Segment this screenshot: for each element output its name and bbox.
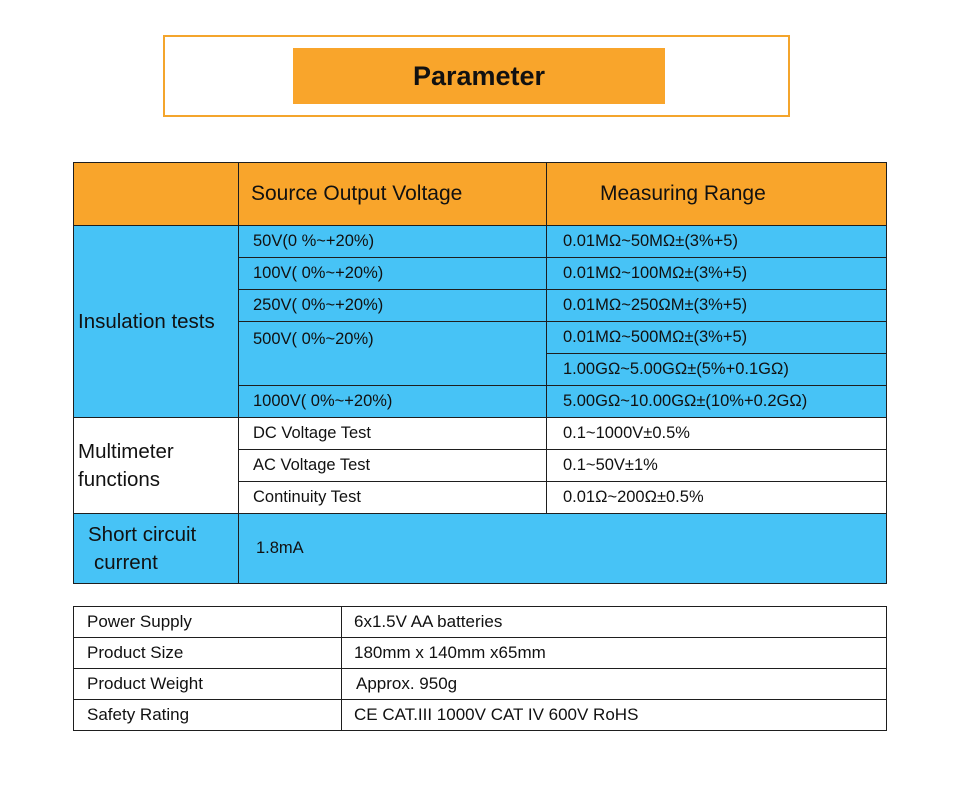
header-empty-cell bbox=[73, 162, 239, 226]
range-cell: 0.1~1000V±0.5% bbox=[546, 417, 887, 450]
range-cell: 5.00GΩ~10.00GΩ±(10%+0.2GΩ) bbox=[546, 385, 887, 418]
spec-row: Product Size 180mm x 140mm x65mm bbox=[73, 637, 887, 669]
test-cell: AC Voltage Test bbox=[238, 449, 547, 482]
spec-value: Approx. 950g bbox=[341, 668, 887, 700]
range-cell: 0.01Ω~200Ω±0.5% bbox=[546, 481, 887, 514]
multimeter-label-line1: Multimeter bbox=[78, 439, 174, 463]
header-source-output-voltage: Source Output Voltage bbox=[238, 162, 547, 226]
header-measuring-range: Measuring Range bbox=[546, 162, 887, 226]
short-circuit-current-label: Short circuit current bbox=[73, 513, 239, 584]
spec-label: Safety Rating bbox=[73, 699, 342, 731]
range-cell: 0.01MΩ~250ΩM±(3%+5) bbox=[546, 289, 887, 322]
multimeter-functions-label: Multimeter functions bbox=[73, 417, 239, 514]
spec-label: Product Size bbox=[73, 637, 342, 669]
page-title: Parameter bbox=[412, 60, 546, 91]
voltage-cell: 500V( 0%~20%) bbox=[238, 321, 547, 386]
spec-label: Power Supply bbox=[73, 606, 342, 638]
table-row: Insulation tests 50V(0 %~+20%) 0.01MΩ~50… bbox=[73, 225, 887, 418]
table-row: Multimeter functions DC Voltage Test 0.1… bbox=[73, 417, 887, 514]
voltage-cell: 250V( 0%~+20%) bbox=[238, 289, 547, 322]
test-cell: Continuity Test bbox=[238, 481, 547, 514]
spec-value: CE CAT.III 1000V CAT IV 600V RoHS bbox=[341, 699, 887, 731]
spec-row: Safety Rating CE CAT.III 1000V CAT IV 60… bbox=[73, 699, 887, 731]
spec-row: Product Weight Approx. 950g bbox=[73, 668, 887, 700]
table-row: Short circuit current 1.8mA bbox=[73, 513, 887, 584]
parameter-table: Source Output Voltage Measuring Range In… bbox=[73, 162, 887, 584]
title-banner: Parameter bbox=[293, 48, 665, 104]
insulation-tests-label: Insulation tests bbox=[73, 225, 239, 418]
spec-row: Power Supply 6x1.5V AA batteries bbox=[73, 606, 887, 638]
voltage-cell: 50V(0 %~+20%) bbox=[238, 225, 547, 258]
spec-label: Product Weight bbox=[73, 668, 342, 700]
voltage-cell: 100V( 0%~+20%) bbox=[238, 257, 547, 290]
short-circuit-value: 1.8mA bbox=[238, 513, 887, 584]
spec-table: Power Supply 6x1.5V AA batteries Product… bbox=[73, 606, 887, 731]
range-cell: 0.01MΩ~50MΩ±(3%+5) bbox=[546, 225, 887, 258]
test-cell: DC Voltage Test bbox=[238, 417, 547, 450]
short-circuit-label-line2: current bbox=[94, 550, 158, 574]
short-circuit-label-line1: Short circuit bbox=[88, 522, 197, 546]
range-cell: 0.01MΩ~100MΩ±(3%+5) bbox=[546, 257, 887, 290]
title-frame bbox=[163, 35, 790, 117]
multimeter-label-line2: functions bbox=[78, 467, 161, 491]
voltage-cell: 1000V( 0%~+20%) bbox=[238, 385, 547, 418]
range-cell: 0.1~50V±1% bbox=[546, 449, 887, 482]
spec-value: 180mm x 140mm x65mm bbox=[341, 637, 887, 669]
spec-value: 6x1.5V AA batteries bbox=[341, 606, 887, 638]
range-cell: 0.01MΩ~500MΩ±(3%+5) bbox=[546, 321, 887, 354]
table-row: 500V( 0%~20%) 0.01MΩ~500MΩ±(3%+5) bbox=[73, 321, 887, 386]
table-header-row: Source Output Voltage Measuring Range bbox=[73, 162, 887, 226]
range-cell: 1.00GΩ~5.00GΩ±(5%+0.1GΩ) bbox=[546, 353, 887, 386]
